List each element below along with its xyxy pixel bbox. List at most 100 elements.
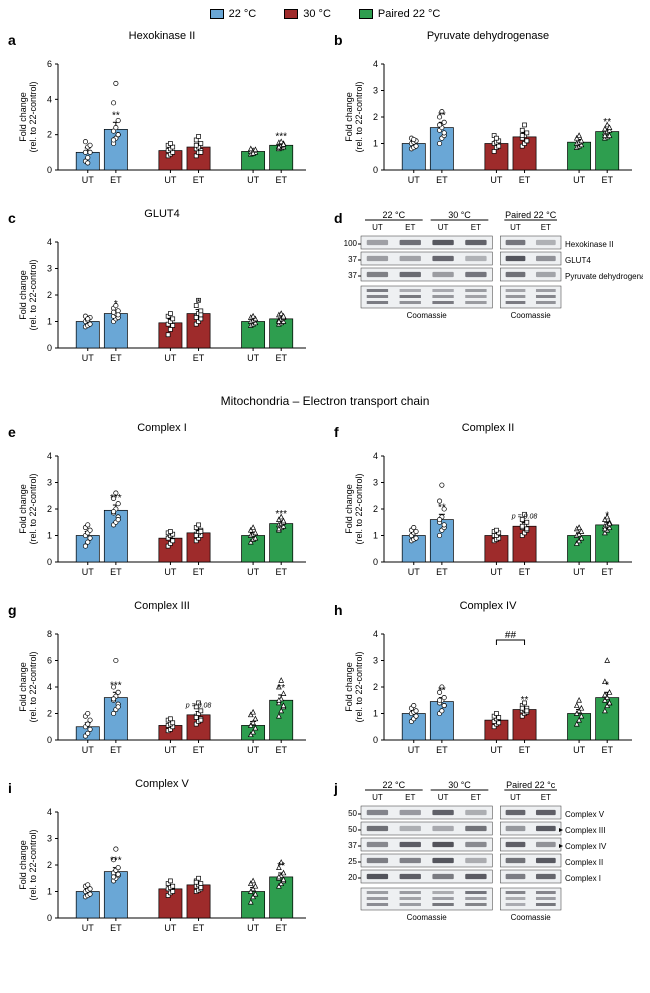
bar-chart: 0246Fold change(rel. to 22-control)UT**E… <box>12 46 312 196</box>
svg-text:ET: ET <box>471 223 481 232</box>
svg-text:UT: UT <box>408 745 420 755</box>
svg-text:(rel. to 22-control): (rel. to 22-control) <box>28 829 38 900</box>
svg-text:3: 3 <box>373 478 378 488</box>
svg-text:2: 2 <box>373 112 378 122</box>
svg-text:22 °C: 22 °C <box>383 780 406 790</box>
bar-chart: 02468Fold change(rel. to 22-control)UT**… <box>12 616 312 766</box>
svg-text:0: 0 <box>47 165 52 175</box>
svg-text:(rel. to 22-control): (rel. to 22-control) <box>28 473 38 544</box>
svg-text:UT: UT <box>164 567 176 577</box>
svg-text:30 °C: 30 °C <box>448 780 471 790</box>
panel-label: e <box>8 424 16 440</box>
svg-text:Fold change: Fold change <box>344 484 354 534</box>
svg-text:37: 37 <box>348 255 357 264</box>
svg-text:ET: ET <box>541 223 551 232</box>
svg-text:UT: UT <box>490 175 502 185</box>
svg-text:Paired 22 °c: Paired 22 °c <box>506 780 556 790</box>
svg-text:ET: ET <box>110 175 122 185</box>
svg-text:0: 0 <box>47 343 52 353</box>
panel-grid: a Hexokinase II0246Fold change(rel. to 2… <box>6 30 644 944</box>
svg-text:**: ** <box>438 502 446 513</box>
svg-text:4: 4 <box>47 451 52 461</box>
panel-label: c <box>8 210 16 226</box>
svg-text:ET: ET <box>519 745 531 755</box>
svg-text:3: 3 <box>47 834 52 844</box>
svg-text:4: 4 <box>373 451 378 461</box>
svg-text:UT: UT <box>372 793 383 802</box>
svg-text:ET: ET <box>275 923 287 933</box>
svg-text:**: ** <box>438 686 446 697</box>
svg-text:ET: ET <box>519 567 531 577</box>
svg-text:UT: UT <box>573 567 585 577</box>
svg-text:6: 6 <box>47 656 52 666</box>
svg-text:50: 50 <box>348 809 357 818</box>
svg-text:Paired 22 °C: Paired 22 °C <box>505 210 557 220</box>
svg-text:4: 4 <box>47 807 52 817</box>
svg-text:0: 0 <box>373 735 378 745</box>
chart-title: Complex II <box>462 422 515 434</box>
svg-text:2: 2 <box>47 290 52 300</box>
svg-text:3: 3 <box>47 478 52 488</box>
svg-text:UT: UT <box>82 923 94 933</box>
svg-text:100: 100 <box>344 239 358 248</box>
svg-text:Coomassie: Coomassie <box>407 913 448 922</box>
svg-text:4: 4 <box>373 629 378 639</box>
svg-text:UT: UT <box>573 745 585 755</box>
svg-text:ET: ET <box>193 923 205 933</box>
svg-text:0: 0 <box>47 913 52 923</box>
chart-title: Complex III <box>134 600 190 612</box>
svg-text:ET: ET <box>110 353 122 363</box>
svg-text:25: 25 <box>348 857 357 866</box>
svg-text:ET: ET <box>193 353 205 363</box>
svg-text:Complex III: Complex III <box>565 826 605 835</box>
svg-text:Hexokinase II: Hexokinase II <box>565 240 613 249</box>
legend-item: 22 °C <box>210 8 257 20</box>
bar-chart: 01234Fold change(rel. to 22-control)UT**… <box>338 46 638 196</box>
svg-text:UT: UT <box>82 745 94 755</box>
bar-chart: 01234Fold change(rel. to 22-control)UT**… <box>338 438 638 588</box>
svg-text:(rel. to 22-control): (rel. to 22-control) <box>28 81 38 152</box>
panel-e: e Complex I01234Fold change(rel. to 22-c… <box>6 422 318 588</box>
svg-text:ET: ET <box>193 567 205 577</box>
panel-h: h Complex IV01234Fold change(rel. to 22-… <box>332 600 644 766</box>
svg-text:3: 3 <box>373 656 378 666</box>
svg-text:Pyruvate dehydrogenase: Pyruvate dehydrogenase <box>565 272 643 281</box>
western-blot: 22 °C30 °CPaired 22 °cUTETUTETUTET50Comp… <box>333 778 643 930</box>
svg-text:4: 4 <box>47 237 52 247</box>
svg-text:0: 0 <box>47 735 52 745</box>
legend-swatch <box>284 9 298 19</box>
svg-text:*: * <box>114 299 118 310</box>
svg-text:0: 0 <box>47 557 52 567</box>
svg-text:3: 3 <box>373 86 378 96</box>
svg-text:Complex I: Complex I <box>565 874 601 883</box>
svg-text:UT: UT <box>247 745 259 755</box>
chart-title: Pyruvate dehydrogenase <box>427 30 549 42</box>
svg-text:ET: ET <box>193 175 205 185</box>
svg-text:ET: ET <box>405 223 415 232</box>
panel-a: a Hexokinase II0246Fold change(rel. to 2… <box>6 30 318 196</box>
svg-text:UT: UT <box>490 567 502 577</box>
svg-text:*: * <box>605 680 609 691</box>
svg-text:2: 2 <box>373 682 378 692</box>
svg-text:1: 1 <box>47 531 52 541</box>
svg-text:UT: UT <box>573 175 585 185</box>
svg-text:Fold change: Fold change <box>18 662 28 712</box>
legend: 22 °C30 °CPaired 22 °C <box>6 8 644 20</box>
svg-text:(rel. to 22-control): (rel. to 22-control) <box>28 259 38 330</box>
svg-text:Fold change: Fold change <box>18 92 28 142</box>
panel-label: g <box>8 602 17 618</box>
svg-text:*: * <box>197 298 201 309</box>
svg-text:1: 1 <box>47 317 52 327</box>
svg-text:Coomassie: Coomassie <box>511 913 552 922</box>
legend-swatch <box>210 9 224 19</box>
legend-item: 30 °C <box>284 8 331 20</box>
svg-text:ET: ET <box>519 175 531 185</box>
svg-text:4: 4 <box>47 682 52 692</box>
svg-text:1: 1 <box>47 887 52 897</box>
svg-text:37: 37 <box>348 271 357 280</box>
svg-text:***: *** <box>110 680 122 691</box>
svg-text:4: 4 <box>373 59 378 69</box>
panel-label: a <box>8 32 16 48</box>
svg-text:ET: ET <box>193 745 205 755</box>
panel-f: f Complex II01234Fold change(rel. to 22-… <box>332 422 644 588</box>
